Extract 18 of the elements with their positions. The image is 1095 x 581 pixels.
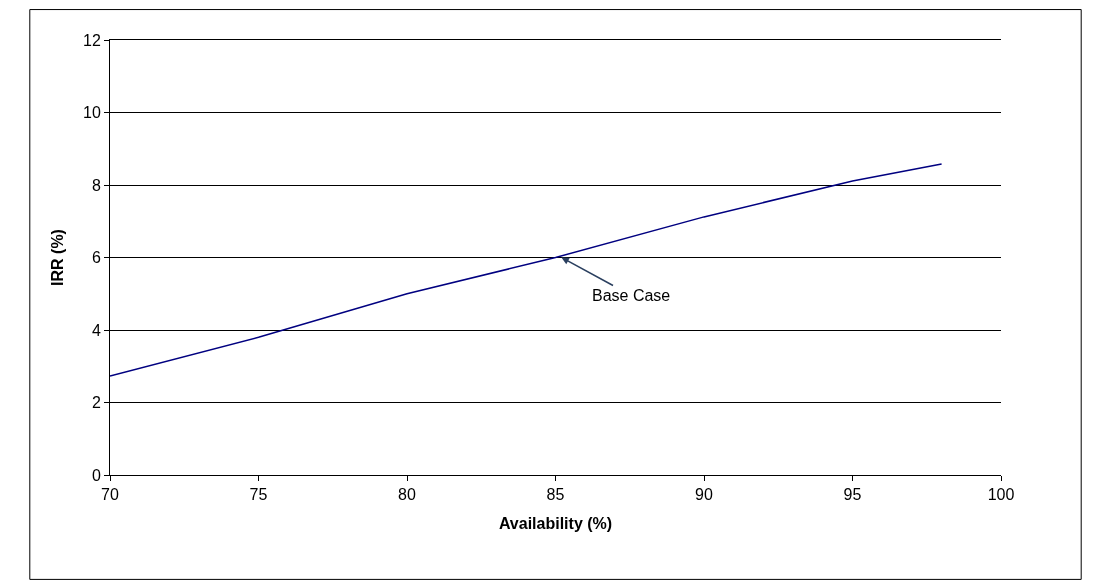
y-tick-label: 2: [91, 394, 101, 412]
x-tick-label: 85: [546, 486, 565, 504]
y-tick-label: 4: [91, 321, 101, 339]
annotation: Base Case: [592, 287, 671, 304]
y-tick-label: 6: [91, 249, 101, 267]
y-tick-label: 0: [91, 466, 101, 484]
x-axis-title: Availability (%): [498, 514, 613, 532]
x-tick-label: 75: [249, 486, 268, 504]
x-tick-label: 70: [101, 486, 119, 504]
x-tick-label: 100: [987, 486, 1015, 504]
x-tick-label: 95: [843, 486, 862, 504]
y-axis-title: IRR (%): [48, 229, 66, 286]
x-tick-label: 80: [398, 486, 416, 504]
y-tick-label: 10: [83, 104, 101, 122]
y-tick-label: 8: [91, 176, 101, 194]
line-series: [110, 163, 943, 377]
x-tick-label: 90: [695, 486, 713, 504]
y-tick-label: 12: [83, 31, 101, 49]
